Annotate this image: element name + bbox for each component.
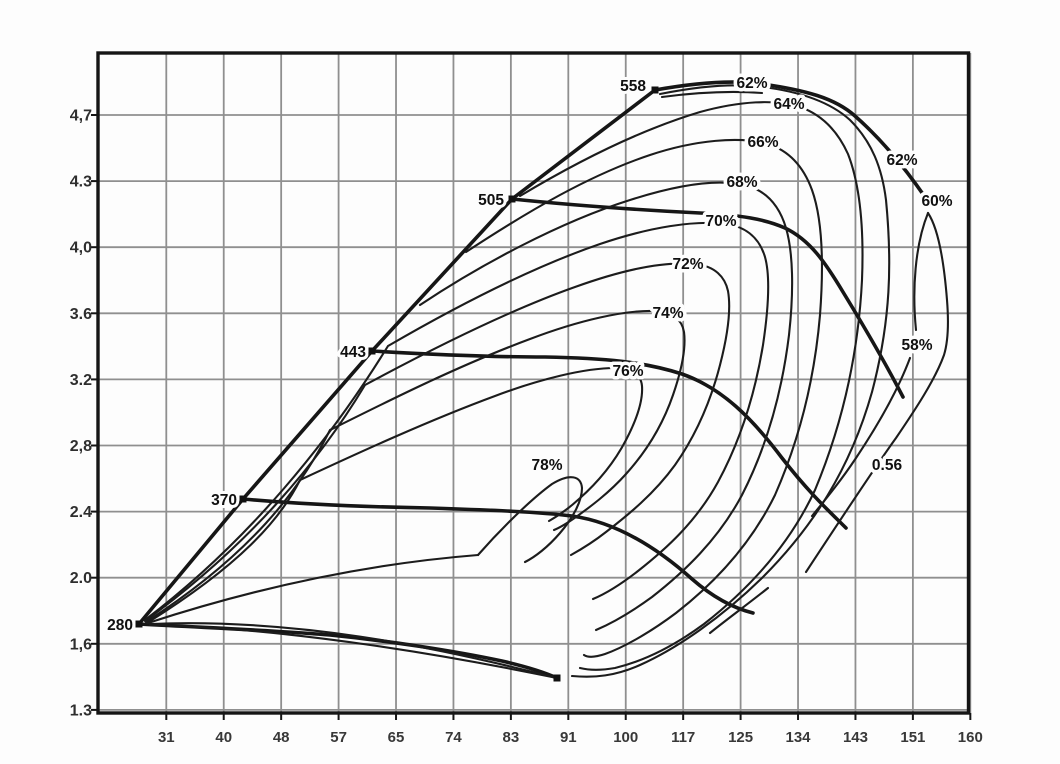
eff-label-70: 70% — [705, 213, 736, 230]
contour-78 — [476, 476, 584, 564]
x-tick-label-100: 100 — [613, 729, 638, 746]
surge-point-443 — [368, 347, 376, 355]
contour-70 — [143, 221, 770, 622]
x-tick-label-74: 74 — [445, 729, 462, 746]
x-tick-label-151: 151 — [900, 729, 925, 746]
x-tick-label-57: 57 — [330, 729, 347, 746]
speed-line-505 — [510, 197, 905, 399]
x-tick-label-83: 83 — [503, 729, 520, 746]
eff-label-68: 68% — [726, 174, 757, 191]
y-tick-label-4,0: 4,0 — [70, 240, 92, 257]
eff-label-62: 62% — [736, 75, 767, 92]
contour-056-tail — [708, 586, 770, 635]
x-tick-label-65: 65 — [388, 729, 405, 746]
x-tick-label-48: 48 — [273, 729, 290, 746]
x-tick-label-143: 143 — [843, 729, 868, 746]
speed-line-443 — [370, 349, 848, 530]
surge-point-558 — [651, 86, 659, 94]
contour-78-tail — [146, 553, 480, 625]
eff-label-056: 0.56 — [872, 457, 903, 474]
eff-label-58-right: 58% — [901, 337, 932, 354]
speed-label-558: 558 — [620, 78, 646, 95]
x-tick-label-91: 91 — [560, 729, 577, 746]
eff-label-74: 74% — [652, 305, 683, 322]
contour-68 — [418, 181, 794, 632]
contour-60-right — [804, 211, 950, 574]
y-tick-label-1,6: 1,6 — [70, 636, 92, 653]
speed-label-370: 370 — [211, 492, 237, 509]
eff-label-76: 76% — [612, 363, 643, 380]
y-tick-label-2,8: 2,8 — [70, 438, 92, 455]
choke-point-280 — [553, 674, 561, 682]
x-tick-label-31: 31 — [158, 729, 175, 746]
contour-72 — [143, 262, 731, 623]
speed-label-443: 443 — [340, 344, 366, 361]
surge-point-505 — [508, 195, 516, 203]
x-tick-label-40: 40 — [215, 729, 232, 746]
speed-label-505: 505 — [478, 192, 504, 209]
speed-line-558 — [653, 80, 927, 199]
contour-76 — [145, 366, 644, 625]
contour-58 — [810, 356, 912, 518]
surge-point-280 — [135, 620, 143, 628]
eff-label-62-right: 62% — [886, 152, 917, 169]
eff-label-64: 64% — [773, 96, 804, 113]
speed-label-280: 280 — [107, 617, 133, 634]
contour-62 — [570, 84, 891, 678]
y-tick-label-1.3: 1.3 — [70, 702, 92, 719]
eff-label-66: 66% — [747, 134, 778, 151]
eff-label-78: 78% — [531, 457, 562, 474]
x-tick-label-134: 134 — [786, 729, 812, 746]
eff-label-72: 72% — [672, 256, 703, 273]
contour-64 — [518, 101, 864, 671]
contour-62-tip — [660, 91, 764, 99]
y-tick-label-2.4: 2.4 — [70, 504, 92, 521]
x-tick-label-125: 125 — [728, 729, 753, 746]
x-tick-label-117: 117 — [671, 729, 695, 746]
y-tick-label-3.2: 3.2 — [70, 372, 92, 389]
contour-60-left — [913, 211, 930, 332]
surge-point-370 — [239, 495, 247, 503]
y-tick-label-4,7: 4,7 — [70, 108, 92, 125]
eff-label-60-right: 60% — [921, 193, 952, 210]
x-tick-label-160: 160 — [958, 729, 983, 746]
contour-66 — [464, 138, 823, 658]
y-tick-label-2.0: 2.0 — [70, 570, 92, 587]
corridor-2 — [148, 623, 559, 680]
contour-74 — [144, 309, 686, 624]
plot-border — [96, 51, 971, 715]
y-tick-label-4.3: 4.3 — [70, 174, 92, 191]
corridor-1 — [148, 622, 559, 680]
y-tick-label-3.6: 3.6 — [70, 306, 92, 323]
